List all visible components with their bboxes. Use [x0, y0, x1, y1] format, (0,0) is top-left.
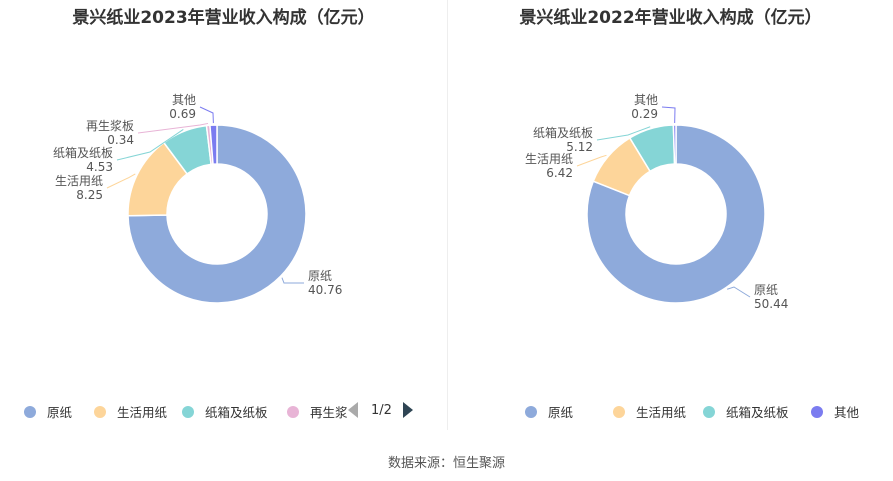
legend-swatch: [287, 405, 299, 418]
chart-panel-2022: 景兴纸业2022年营业收入构成（亿元） 原纸 50.44 生活用纸 6.42 纸箱及纸板…: [448, 0, 893, 430]
slice-value-label: 8.25: [76, 188, 103, 202]
legend-swatch: [525, 405, 537, 418]
slice-category-label: 其他: [634, 93, 658, 107]
panel-divider: [447, 0, 448, 430]
chart-panel-2023: 景兴纸业2023年营业收入构成（亿元） 原纸 40.76 生活用纸 8.25 纸箱及纸板…: [0, 0, 447, 430]
leader-line: [661, 106, 676, 124]
slice-value-label: 0.34: [107, 133, 134, 147]
legend-label: 纸箱及纸板: [205, 405, 268, 420]
legend-item[interactable]: 原纸: [525, 402, 573, 421]
leader-line: [199, 106, 214, 124]
slice-category-label: 原纸: [754, 283, 778, 297]
legend-swatch: [703, 405, 715, 418]
next-page-icon[interactable]: [402, 402, 413, 418]
legend-item[interactable]: 原纸: [24, 402, 72, 421]
pager-text: 1/2: [371, 402, 392, 418]
legend-item[interactable]: 其他: [811, 402, 859, 421]
slice-category-label: 生活用纸: [525, 152, 573, 166]
slice-value-label: 50.44: [754, 297, 788, 311]
data-source: 数据来源：恒生聚源: [387, 456, 505, 471]
prev-page-icon[interactable]: [348, 402, 358, 418]
legend-label: 其他: [834, 405, 860, 420]
leader-line: [116, 129, 184, 161]
legend-swatch: [182, 405, 194, 418]
slice-其他[interactable]: [672, 124, 677, 165]
legend-item[interactable]: 生活用纸: [613, 402, 686, 421]
slice-原纸[interactable]: [127, 124, 307, 304]
slice-category-label: 再生浆板: [86, 118, 134, 133]
chart-title: 景兴纸业2022年营业收入构成（亿元）: [519, 8, 822, 28]
leader-line: [726, 286, 751, 298]
leader-line: [137, 122, 209, 134]
leader-line: [576, 154, 607, 167]
slice-category-label: 原纸: [308, 269, 332, 283]
legend-swatch: [613, 405, 625, 418]
legend-item[interactable]: 纸箱及纸板: [182, 402, 268, 421]
leader-line: [596, 126, 651, 141]
legend-pager: 1/2: [348, 402, 413, 418]
slice-category-label: 纸箱及纸板: [533, 125, 593, 140]
legend-item[interactable]: 纸箱及纸板: [703, 402, 789, 421]
slice-value-label: 4.53: [86, 160, 113, 174]
slice-value-label: 0.29: [631, 107, 658, 121]
slice-category-label: 其他: [172, 93, 196, 107]
leader-line: [281, 277, 304, 284]
slice-value-label: 0.69: [169, 107, 196, 121]
slice-value-label: 5.12: [566, 140, 593, 154]
legend-item[interactable]: 生活用纸: [94, 402, 167, 421]
leader-line: [106, 173, 136, 189]
legend-label: 原纸: [548, 405, 574, 420]
legend-swatch: [24, 405, 36, 418]
slice-value-label: 40.76: [308, 283, 342, 297]
slice-category-label: 生活用纸: [55, 174, 103, 188]
legend-label: 生活用纸: [117, 405, 168, 420]
slice-category-label: 纸箱及纸板: [53, 145, 113, 160]
chart-title: 景兴纸业2023年营业收入构成（亿元）: [72, 8, 375, 28]
legend-label: 再生浆: [310, 405, 348, 420]
slice-原纸[interactable]: [586, 124, 766, 304]
legend-swatch: [94, 405, 106, 418]
legend-label: 原纸: [47, 405, 73, 420]
slice-其他[interactable]: [209, 124, 218, 165]
legend-item[interactable]: 再生浆: [287, 402, 348, 421]
legend-swatch: [811, 405, 823, 418]
legend-label: 纸箱及纸板: [726, 405, 789, 420]
legend-label: 生活用纸: [636, 405, 687, 420]
slice-value-label: 6.42: [546, 166, 573, 180]
